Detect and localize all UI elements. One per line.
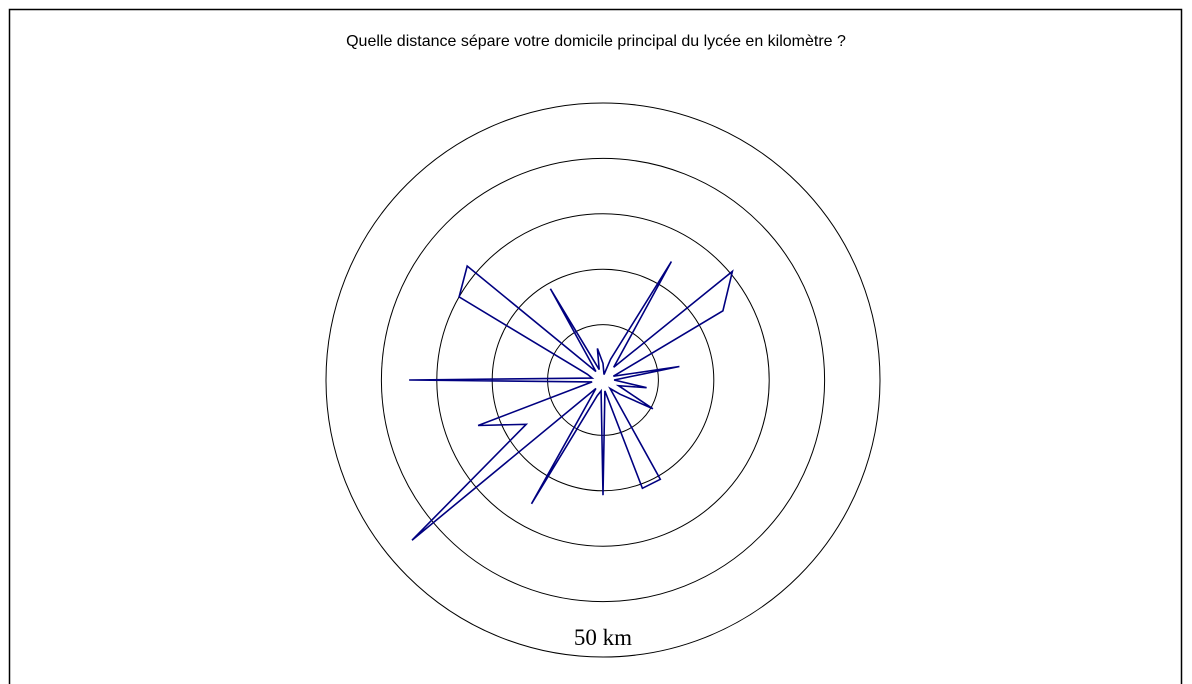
scale-label: 50 km <box>574 625 632 650</box>
grid-ring <box>547 324 659 436</box>
radar-line <box>409 261 734 541</box>
grid-ring <box>380 157 826 603</box>
chart-title: Quelle distance sépare votre domicile pr… <box>346 33 846 50</box>
grid-ring <box>436 213 770 547</box>
frame <box>8 8 1183 684</box>
grid-ring <box>325 102 881 658</box>
